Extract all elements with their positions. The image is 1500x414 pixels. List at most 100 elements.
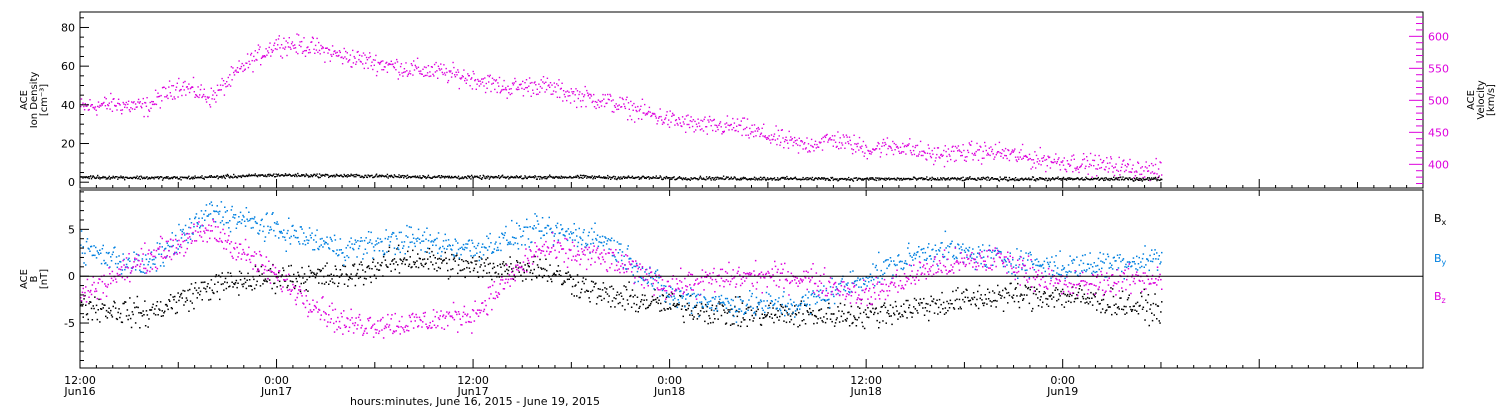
- data-point: [184, 176, 186, 178]
- data-point: [1040, 164, 1042, 166]
- data-point: [772, 138, 774, 141]
- data-point: [1086, 296, 1089, 299]
- data-point: [613, 297, 615, 299]
- data-point: [189, 178, 192, 180]
- data-point: [118, 103, 120, 105]
- data-point: [535, 93, 538, 96]
- data-point: [996, 152, 998, 154]
- data-point: [855, 325, 858, 327]
- data-point: [544, 268, 546, 271]
- data-point: [363, 277, 366, 280]
- data-point: [297, 271, 299, 274]
- data-point: [469, 85, 471, 87]
- data-point: [1008, 179, 1010, 182]
- data-point: [472, 70, 474, 73]
- data-point: [395, 235, 397, 237]
- data-point: [111, 253, 114, 256]
- data-point: [358, 58, 360, 61]
- data-point: [1019, 156, 1021, 158]
- data-point: [1096, 175, 1098, 177]
- data-point: [123, 103, 125, 105]
- data-point: [821, 177, 823, 179]
- data-point: [422, 265, 425, 268]
- data-point: [791, 304, 793, 307]
- data-point: [595, 303, 598, 305]
- data-point: [709, 317, 711, 320]
- data-point: [791, 178, 793, 180]
- data-point: [515, 237, 517, 239]
- data-point: [867, 149, 869, 152]
- data-point: [885, 153, 888, 156]
- data-point: [641, 98, 644, 100]
- data-point: [614, 176, 617, 178]
- data-point: [583, 176, 586, 178]
- data-point: [539, 85, 542, 88]
- data-point: [476, 175, 478, 177]
- data-point: [915, 144, 917, 147]
- data-point: [882, 138, 885, 141]
- data-point: [267, 52, 270, 54]
- data-point: [158, 95, 161, 97]
- data-point: [293, 234, 295, 237]
- data-point: [252, 174, 254, 177]
- data-point: [466, 266, 468, 269]
- data-point: [926, 176, 928, 178]
- data-point: [298, 274, 300, 276]
- data-point: [899, 178, 902, 180]
- data-point: [1148, 177, 1150, 179]
- data-point: [437, 266, 440, 269]
- data-point: [378, 269, 381, 271]
- data-point: [299, 226, 302, 228]
- data-point: [278, 237, 280, 239]
- data-point: [489, 177, 491, 179]
- data-point: [502, 88, 504, 91]
- data-point: [127, 259, 129, 261]
- data-point: [476, 260, 478, 262]
- data-point: [769, 139, 771, 141]
- data-point: [579, 296, 581, 299]
- data-point: [708, 176, 710, 179]
- data-point: [587, 290, 590, 292]
- data-point: [508, 178, 510, 180]
- data-point: [1073, 158, 1075, 160]
- data-point: [618, 104, 620, 106]
- data-point: [539, 230, 541, 232]
- data-point: [356, 256, 358, 258]
- data-point: [505, 87, 507, 89]
- data-point: [531, 81, 533, 84]
- data-point: [463, 177, 465, 179]
- data-point: [175, 301, 178, 303]
- data-point: [670, 177, 672, 179]
- data-point: [681, 297, 684, 299]
- data-point: [855, 177, 858, 179]
- data-point: [275, 223, 278, 225]
- data-point: [1069, 177, 1071, 179]
- data-point: [1105, 309, 1107, 312]
- data-point: [1082, 159, 1084, 161]
- data-point: [833, 178, 835, 180]
- data-point: [130, 267, 133, 269]
- data-point: [223, 94, 226, 96]
- data-point: [172, 176, 175, 178]
- data-point: [168, 177, 171, 179]
- data-point: [853, 316, 856, 319]
- data-point: [484, 177, 486, 179]
- data-point: [925, 158, 927, 160]
- data-point: [153, 258, 155, 261]
- data-point: [647, 176, 649, 178]
- data-point: [368, 57, 370, 59]
- data-point: [418, 177, 420, 179]
- data-point: [486, 257, 489, 259]
- data-point: [185, 297, 188, 299]
- data-point: [108, 251, 110, 254]
- data-point: [979, 145, 981, 147]
- data-point: [726, 312, 729, 314]
- data-point: [552, 244, 555, 246]
- data-point: [1011, 296, 1013, 298]
- data-point: [696, 301, 699, 304]
- data-point: [783, 320, 785, 322]
- data-point: [333, 282, 336, 285]
- data-point: [563, 280, 565, 282]
- data-point: [352, 62, 355, 64]
- data-point: [347, 61, 349, 63]
